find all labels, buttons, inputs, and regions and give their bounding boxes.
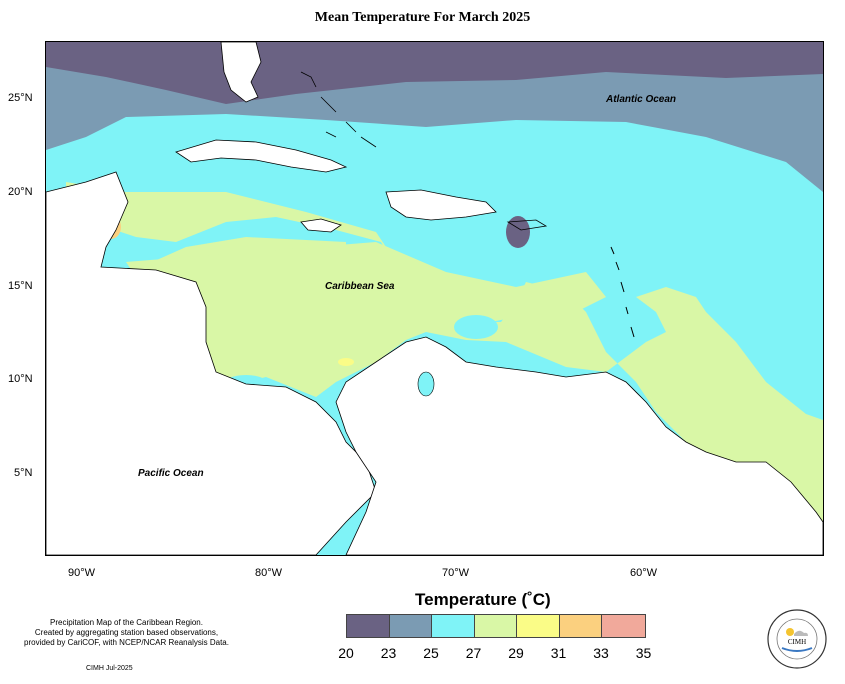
credit-line: Created by aggregating station based obs… xyxy=(34,628,219,637)
land-puerto-rico xyxy=(506,219,548,231)
land-south-america xyxy=(335,336,823,555)
credit-line: provided by CariCOF, with NCEP/NCAR Rean… xyxy=(24,638,229,647)
land-florida xyxy=(220,42,262,103)
legend-tick-label: 31 xyxy=(550,645,567,661)
zone-29-central xyxy=(126,242,606,382)
cimh-logo: CIMH xyxy=(767,609,827,669)
zone-27-patch xyxy=(454,315,498,339)
land-jamaica xyxy=(300,218,342,233)
legend-color-box xyxy=(559,615,602,637)
lat-label: 20°N xyxy=(8,186,33,198)
legend-color-box xyxy=(389,615,432,637)
map-title: Mean Temperature For March 2025 xyxy=(314,10,531,25)
map-canvas xyxy=(46,42,823,555)
legend-title: Temperature (˚C) xyxy=(415,590,551,609)
lat-label: 15°N xyxy=(8,280,33,292)
logo-text: CIMH xyxy=(788,638,806,646)
lon-label: 80°W xyxy=(255,567,283,579)
lat-label: 5°N xyxy=(14,467,33,479)
legend-color-box xyxy=(602,615,645,637)
land-bahamas xyxy=(300,71,377,148)
credit-line: Precipitation Map of the Caribbean Regio… xyxy=(50,618,203,627)
lon-label: 60°W xyxy=(630,567,658,579)
land-lesser-antilles xyxy=(610,246,635,338)
credit-text: Precipitation Map of the Caribbean Regio… xyxy=(14,618,239,648)
label-caribbean-sea: Caribbean Sea xyxy=(325,281,395,292)
land-central-america xyxy=(46,171,377,555)
lon-label: 90°W xyxy=(68,567,96,579)
legend-color-box xyxy=(347,615,390,637)
legend-tick-label: 23 xyxy=(380,645,397,661)
legend-tick-label: 27 xyxy=(465,645,482,661)
zone-31-patch xyxy=(338,358,354,366)
legend-tick-label: 35 xyxy=(635,645,652,661)
land-cuba xyxy=(175,139,348,173)
legend-tick-label: 25 xyxy=(423,645,439,661)
land-hispaniola xyxy=(385,189,497,221)
label-pacific-ocean: Pacific Ocean xyxy=(138,468,204,479)
lon-label: 70°W xyxy=(442,567,470,579)
legend-color-box xyxy=(517,615,560,637)
lake-maracaibo xyxy=(417,371,435,397)
credit-date: CIMH Jul-2025 xyxy=(86,665,133,672)
legend-color-bar xyxy=(346,614,646,638)
legend-color-box xyxy=(474,615,517,637)
legend-tick-label: 20 xyxy=(338,645,354,661)
label-atlantic-ocean: Atlantic Ocean xyxy=(606,94,677,105)
legend-tick-label: 29 xyxy=(508,645,524,661)
legend-color-box xyxy=(432,615,475,637)
legend-tick-label: 33 xyxy=(593,645,609,661)
lat-label: 25°N xyxy=(8,92,33,104)
lat-label: 10°N xyxy=(8,373,33,385)
temperature-map xyxy=(45,41,824,556)
